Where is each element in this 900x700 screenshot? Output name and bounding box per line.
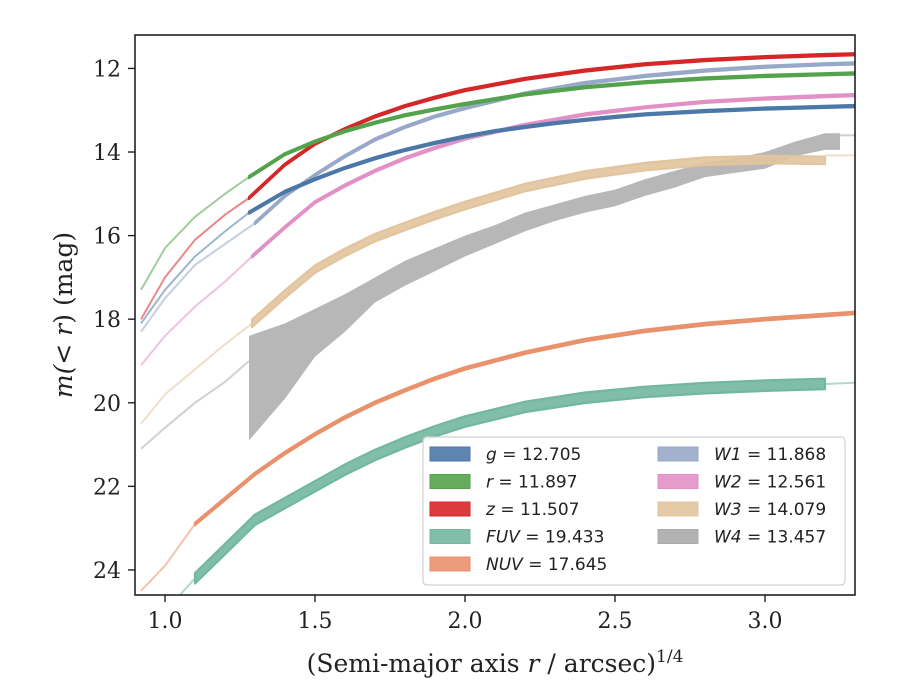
legend-label-w1: W1 = 11.868: [714, 445, 826, 465]
x-tick-label: 2.5: [598, 609, 633, 634]
legend: g = 12.705 r = 11.897 z = 11.507 FUV = 19.4…: [422, 436, 846, 586]
legend-item-z: z = 11.507: [429, 500, 579, 520]
legend-swatch-w2: [657, 474, 699, 489]
x-tick-label: 1.5: [298, 609, 333, 634]
legend-label-w2: W2 = 12.561: [714, 473, 826, 493]
series-nuv-extrapolation: [140, 523, 196, 592]
legend-item-g: g = 12.705: [429, 445, 581, 465]
x-tick-label: 3.0: [748, 609, 783, 634]
y-tick-label: 22: [93, 475, 121, 500]
y-axis-label-post: ) (mag): [49, 232, 78, 324]
legend-swatch-fuv: [429, 529, 471, 544]
x-axis-label-exponent: 1/4: [656, 647, 683, 667]
series-w2-extrapolation: [140, 255, 253, 366]
y-tick-label: 24: [93, 559, 121, 584]
x-axis-label-var: r: [528, 649, 542, 678]
series-w2: [140, 93, 855, 366]
legend-swatch-g: [429, 446, 471, 462]
series-z-extrapolation: [140, 197, 250, 320]
legend-box: [422, 436, 846, 586]
legend-label-z: z = 11.507: [485, 500, 579, 520]
y-tick-label: 18: [93, 308, 121, 333]
y-tick-label: 20: [93, 392, 121, 417]
series-g: [140, 103, 855, 324]
series-w2-band: [250, 93, 855, 259]
series-g-extrapolation: [140, 211, 250, 324]
legend-item-nuv: NUV = 17.645: [429, 555, 607, 575]
series-fuv-band: [193, 377, 827, 585]
series-w1-extrapolation: [140, 222, 256, 333]
x-axis-label-unit: / arcsec): [539, 649, 656, 678]
legend-label-r: r = 11.897: [486, 473, 578, 493]
series-w3-extrapolation: [140, 322, 253, 425]
series-w3: [140, 154, 855, 425]
legend-item-fuv: FUV = 19.433: [429, 528, 604, 548]
x-axis-label-main: (Semi-major axis: [307, 649, 528, 678]
series-w1: [140, 61, 855, 333]
series-z-band: [247, 52, 855, 201]
series-fuv: [178, 377, 855, 595]
legend-swatch-r: [429, 474, 471, 489]
y-axis-label-var: r: [49, 322, 78, 336]
series-w4-extrapolation: [140, 360, 250, 450]
series-layer: [140, 52, 855, 595]
x-tick-label: 2.0: [448, 609, 483, 634]
ticks-layer: 1.0 1.5 2.0 2.5 3.0 12 14 16 18 20 22 24: [93, 57, 783, 634]
plot-frame: [134, 34, 856, 596]
series-w4-band: [249, 133, 840, 441]
series-nuv: [140, 310, 855, 592]
legend-item-r: r = 11.897: [429, 473, 578, 493]
legend-swatch-w3: [657, 501, 699, 517]
legend-swatch-nuv: [429, 556, 471, 572]
y-tick-label: 16: [93, 225, 121, 250]
series-z: [140, 52, 855, 320]
x-axis-label: (Semi-major axis r / arcsec)1/4: [307, 647, 684, 678]
series-w4: [140, 133, 855, 450]
series-r-band: [247, 71, 855, 180]
legend-swatch-w1: [657, 446, 699, 462]
legend-label-fuv: FUV = 19.433: [486, 528, 604, 548]
series-w3-band: [250, 154, 827, 329]
y-tick-label: 12: [93, 57, 121, 82]
series-g-band: [247, 103, 855, 215]
legend-swatch-z: [429, 501, 471, 517]
legend-item-w4: W4 = 13.457: [657, 528, 826, 548]
y-tick-label: 14: [93, 141, 121, 166]
legend-swatch-w4: [657, 529, 699, 544]
legend-label-w4: W4 = 13.457: [714, 528, 826, 548]
legend-item-w2: W2 = 12.561: [657, 473, 826, 493]
legend-label-g: g = 12.705: [486, 445, 581, 465]
legend-item-w1: W1 = 11.868: [657, 445, 826, 465]
series-w1-band: [253, 61, 855, 226]
series-fuv-extrapolation: [178, 577, 196, 595]
legend-item-w3: W3 = 14.079: [657, 500, 826, 520]
series-fuv-tail: [824, 381, 855, 385]
y-axis-label-pre: m(<: [49, 336, 78, 398]
series-r-extrapolation: [140, 176, 250, 291]
legend-label-w3: W3 = 14.079: [714, 500, 826, 520]
series-r: [140, 71, 855, 291]
x-tick-label: 1.0: [148, 609, 183, 634]
y-axis-label: m(< r) (mag): [49, 232, 78, 398]
legend-label-nuv: NUV = 17.645: [486, 555, 607, 575]
series-nuv-band: [193, 310, 855, 527]
